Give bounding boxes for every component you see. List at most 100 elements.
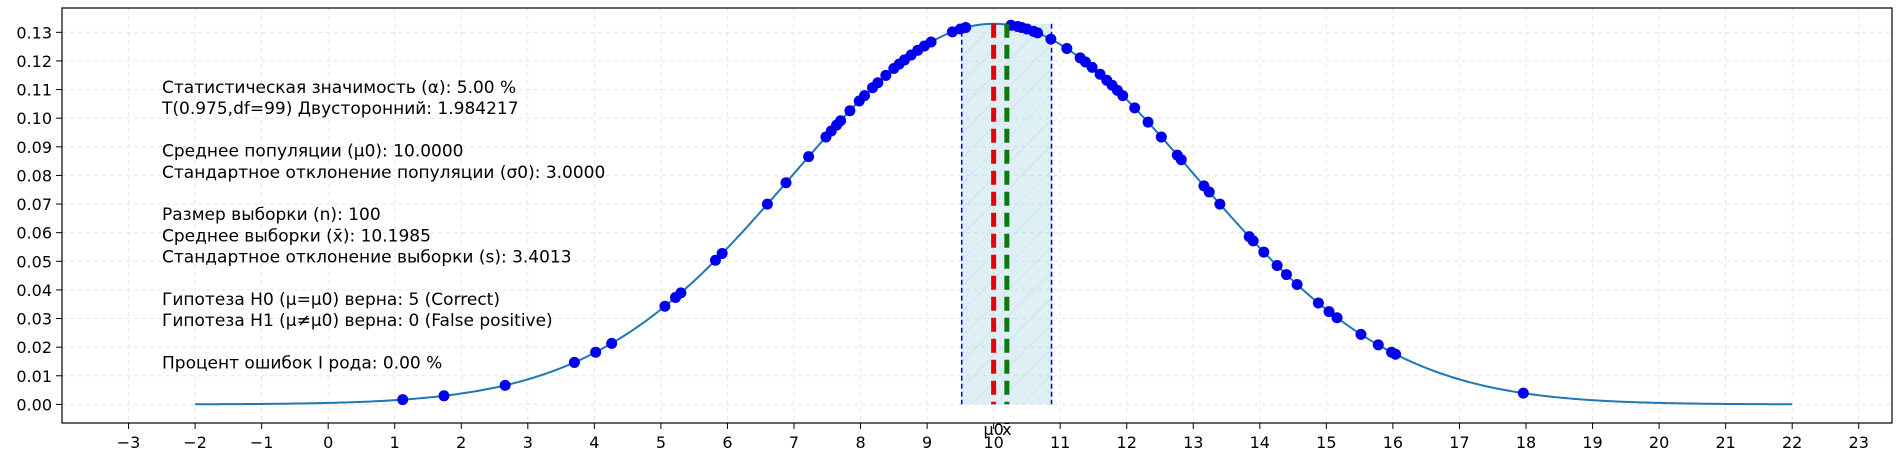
sample-point [590,346,602,358]
sample-point [606,337,618,349]
sample-point [1129,102,1141,114]
x-tick-label: 20 [1649,433,1669,452]
y-tick-label: 0.11 [16,81,52,100]
sample-point [1258,246,1270,258]
sample-point [1214,198,1226,210]
sample-point [1291,279,1303,291]
sample-point [1323,306,1335,318]
sample-point [568,356,580,368]
sample-point [872,77,884,89]
y-tick-label: 0.04 [16,281,52,300]
info-line: T(0.975,df=99) Двусторонний: 1.984217 [161,99,519,119]
sample-point [1155,131,1167,143]
sample-point [1142,116,1154,128]
info-line: Среднее популяции (μ0): 10.0000 [162,142,464,162]
info-line: Стандартное отклонение популяции (σ0): 3… [162,163,605,183]
x-tick-label: −3 [117,433,141,452]
sample-point [709,254,721,266]
y-tick-label: 0.09 [16,138,52,157]
x-tick-label: 12 [1117,433,1137,452]
y-axis: 0.00 0.01 0.02 0.03 0.04 0.05 0.06 0.07 0.08 0.09… [16,23,62,414]
sample-point [803,151,815,163]
sample-point [1032,27,1044,39]
sample-point [1372,339,1384,351]
x-tick-label: 11 [1050,433,1070,452]
x-tick-label: 5 [656,433,666,452]
mu0-label: μ0 [983,420,1003,439]
xbar-label: x̄ [1002,420,1011,439]
sample-point [499,379,511,391]
x-tick-label: −1 [250,433,274,452]
x-tick-label: 0 [323,433,333,452]
sample-point [438,390,450,402]
info-line: Размер выборки (n): 100 [162,205,381,225]
sample-point [1203,186,1215,198]
y-tick-label: 0.01 [16,367,52,386]
x-tick-label: 14 [1250,433,1270,452]
x-tick-label: 1 [390,433,400,452]
info-line: Статистическая значимость (α): 5.00 % [162,78,516,98]
x-tick-label: 9 [922,433,932,452]
sample-point [659,300,671,312]
sample-point [844,105,856,117]
info-line: Гипотеза H0 (μ=μ0) верна: 5 (Correct) [162,290,500,310]
sample-point [1517,387,1529,399]
mean-lines: μ0x̄ [983,23,1012,439]
y-tick-label: 0.12 [16,52,52,71]
sample-point [761,198,773,210]
sample-point [960,22,972,34]
y-tick-label: 0.00 [16,395,52,414]
info-line: Стандартное отклонение выборки (s): 3.40… [162,248,572,268]
sample-point [1355,328,1367,340]
plot-frame [61,7,1893,424]
x-axis: −3 −2 −1 0 1 2 3 4 5 6 7 8 9 10 11 12 13 14 15 16 17 18 19 20 21… [117,423,1869,452]
sample-point [1086,61,1098,73]
y-tick-label: 0.08 [16,166,52,185]
sample-point [1331,312,1343,324]
x-tick-label: 6 [722,433,732,452]
sample-point [859,90,871,102]
x-tick-label: 4 [589,433,599,452]
x-tick-label: 19 [1582,433,1602,452]
sample-point [716,247,728,259]
info-line: Среднее выборки (x̄): 10.1985 [162,226,431,246]
sample-point [1271,260,1283,272]
y-tick-label: 0.06 [16,224,52,243]
x-tick-label: 8 [855,433,865,452]
y-tick-label: 0.05 [16,252,52,271]
x-tick-label: 13 [1183,433,1203,452]
x-tick-label: 22 [1782,433,1802,452]
y-tick-label: 0.03 [16,310,52,329]
x-tick-label: 10 [983,433,1003,452]
x-tick-label: 18 [1516,433,1536,452]
info-line: Процент ошибок I рода: 0.00 % [162,354,442,374]
y-tick-label: 0.13 [16,23,52,42]
sample-point [397,394,409,406]
x-tick-label: 7 [789,433,799,452]
sample-point [880,69,892,81]
sample-point [1175,154,1187,166]
sample-point [675,287,687,299]
x-tick-label: 16 [1383,433,1403,452]
sample-point [1061,43,1073,55]
sample-point [1390,348,1402,360]
x-tick-label: 21 [1715,433,1735,452]
y-tick-label: 0.02 [16,338,52,357]
y-tick-label: 0.07 [16,195,52,214]
info-text: Статистическая значимость (α): 5.00 %T(0… [161,78,605,374]
y-tick-label: 0.10 [16,109,52,128]
x-tick-label: 17 [1449,433,1469,452]
x-tick-label: −2 [183,433,207,452]
x-tick-label: 2 [456,433,466,452]
sample-point [1247,235,1259,247]
sample-point [1117,90,1129,102]
sample-point [835,115,847,127]
sample-point [1045,33,1057,45]
x-tick-label: 23 [1849,433,1869,452]
sample-point [1280,269,1292,281]
sample-point [780,177,792,189]
x-tick-label: 15 [1316,433,1336,452]
sample-points [397,19,1529,406]
x-tick-label: 3 [523,433,533,452]
